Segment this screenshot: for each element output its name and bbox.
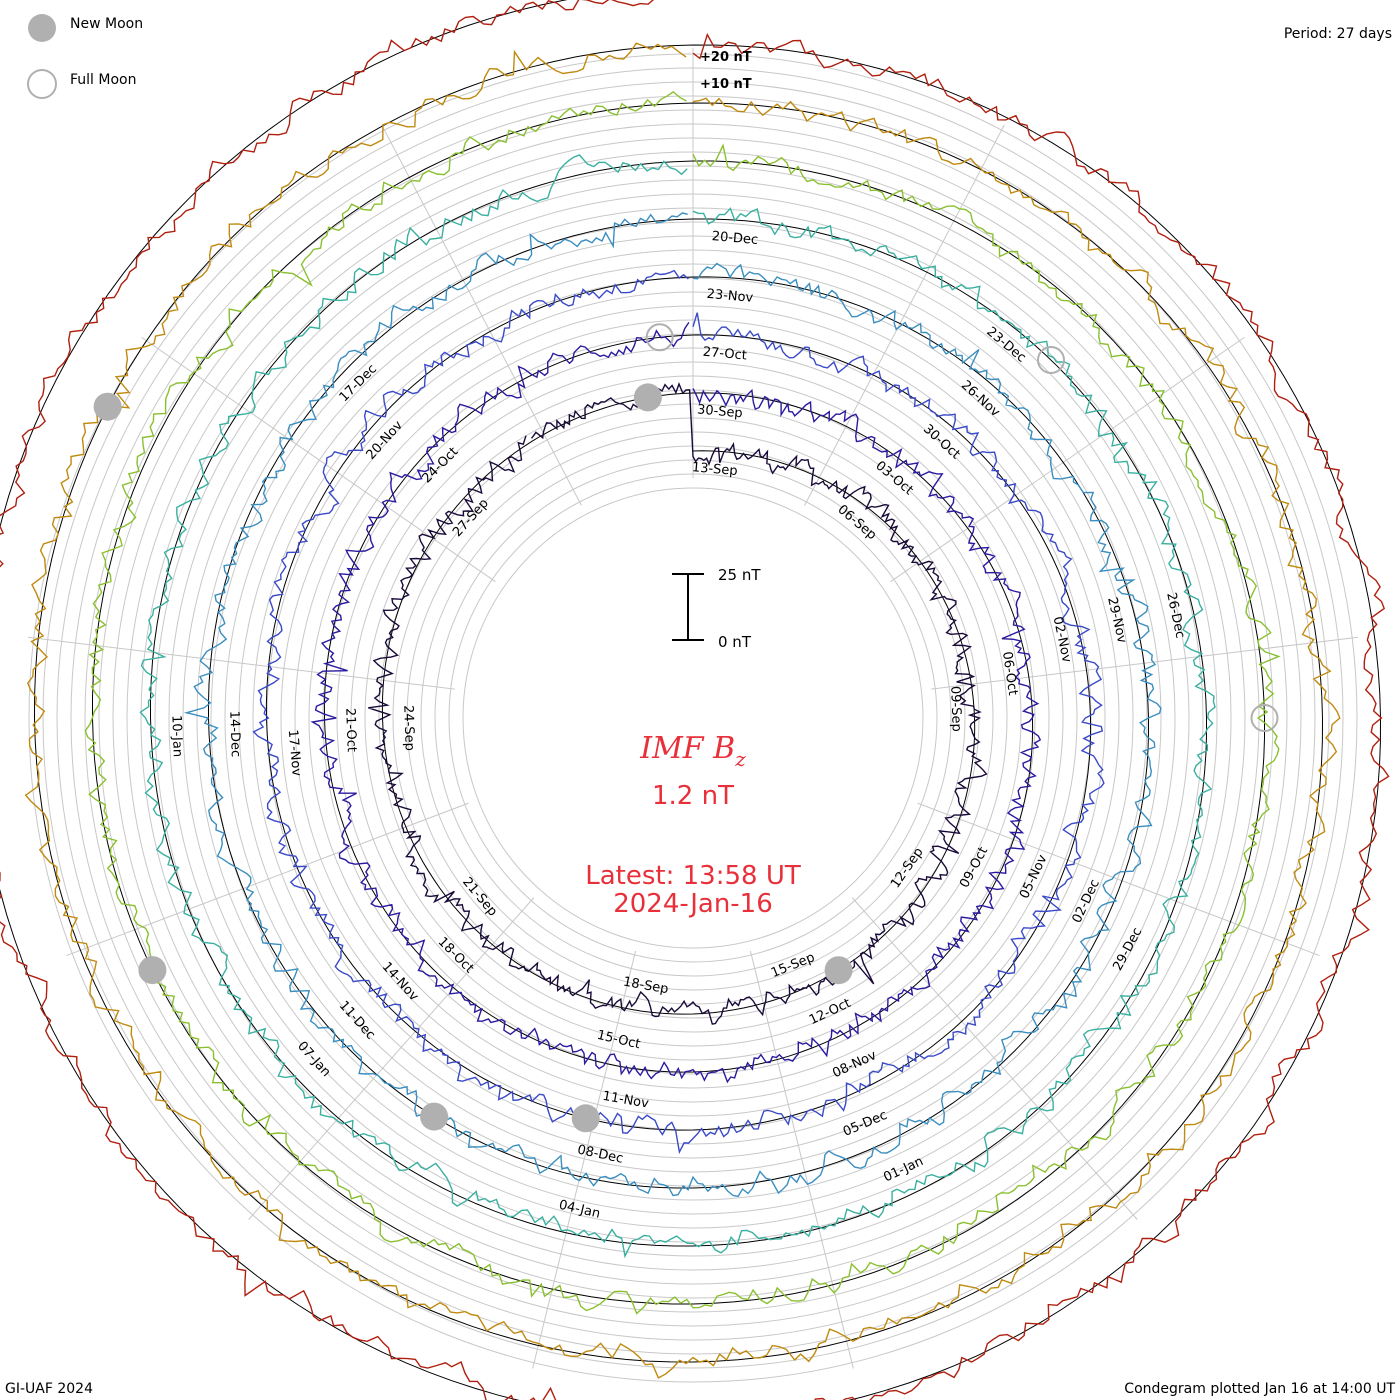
date-label: 30-Sep <box>696 402 743 421</box>
center-title: IMF Bz <box>639 731 746 771</box>
period-label: Period: 27 days <box>1284 26 1392 42</box>
radial-spoke <box>532 950 637 1369</box>
radial-spoke <box>917 802 1320 957</box>
scale-top-label: 25 nT <box>718 566 761 584</box>
date-label: 06-Oct <box>999 651 1020 697</box>
series-line-3 <box>183 212 1162 1198</box>
radial-spoke <box>141 336 496 583</box>
footer-left: GI-UAF 2024 <box>5 1381 93 1397</box>
date-label: 12-Sep <box>888 845 927 891</box>
radial-spoke <box>804 124 1005 506</box>
date-label: 26-Dec <box>1163 591 1187 639</box>
radial-spoke <box>931 636 1359 690</box>
radial-spoke <box>248 897 535 1220</box>
full-moon-marker <box>645 323 674 352</box>
center-date: 2024-Jan-16 <box>613 889 773 919</box>
date-label: 15-Sep <box>769 950 817 981</box>
date-label: 13-Sep <box>691 460 738 479</box>
center-latest: Latest: 13:58 UT <box>585 861 801 891</box>
new-moon-marker <box>571 1104 600 1133</box>
date-label: 11-Nov <box>601 1089 650 1112</box>
radial-spoke <box>749 950 854 1369</box>
date-label: 02-Dec <box>1070 877 1103 925</box>
date-label: 24-Sep <box>400 705 417 751</box>
date-label: 17-Nov <box>285 729 304 777</box>
new-moon-marker <box>138 956 167 985</box>
series-line-1 <box>310 322 1042 1084</box>
date-label: 09-Oct <box>957 845 991 891</box>
date-label: 21-Oct <box>342 708 359 753</box>
new-moon-icon <box>28 14 56 42</box>
date-label: 04-Jan <box>557 1198 601 1222</box>
date-label: 18-Sep <box>622 975 670 998</box>
date-label: 17-Dec <box>337 362 380 405</box>
date-label: 23-Dec <box>983 324 1028 365</box>
full-moon-marker <box>1037 346 1065 374</box>
radial-spoke <box>381 124 582 506</box>
full-moon-marker <box>1250 704 1279 732</box>
legend: New Moon Full Moon <box>27 14 143 99</box>
date-label: 27-Oct <box>702 345 747 364</box>
date-label: 07-Jan <box>294 1039 333 1080</box>
new-moon-marker <box>824 956 853 985</box>
outer-scale-plus10: +10 nT <box>700 77 752 92</box>
series-line-6 <box>24 42 1341 1379</box>
date-label: 10-Jan <box>168 715 184 757</box>
full-moon-icon <box>27 69 57 99</box>
new-moon-label: New Moon <box>70 16 143 32</box>
radial-spoke <box>851 897 1138 1220</box>
date-label: 27-Sep <box>450 496 492 540</box>
new-moon-marker <box>633 383 662 412</box>
series-line-2 <box>252 269 1105 1155</box>
outer-scale-plus20: +20 nT <box>700 50 752 65</box>
date-label: 24-Oct <box>420 445 462 487</box>
new-moon-marker <box>420 1102 449 1131</box>
scale-bottom-label: 0 nT <box>718 633 752 651</box>
radial-spokes <box>27 48 1359 1369</box>
moon-markers <box>93 323 1279 1133</box>
series-line-5 <box>84 91 1281 1315</box>
radial-spoke <box>890 336 1245 583</box>
date-label: 05-Dec <box>841 1108 890 1140</box>
grid-ring <box>378 403 1008 1033</box>
grid-ring <box>462 487 924 949</box>
date-label: 11-Dec <box>336 998 378 1043</box>
new-moon-marker <box>93 392 122 421</box>
date-label: 14-Dec <box>226 711 243 758</box>
radial-spoke <box>66 802 469 957</box>
scale-bar: 25 nT 0 nT <box>672 566 761 651</box>
full-moon-label: Full Moon <box>70 72 136 88</box>
date-label: 08-Nov <box>830 1048 879 1081</box>
radial-spoke <box>27 636 455 690</box>
date-label: 20-Dec <box>711 229 759 248</box>
footer-right: Condegram plotted Jan 16 at 14:00 UT <box>1124 1381 1395 1397</box>
date-label: 05-Nov <box>1017 852 1050 901</box>
date-label: 15-Oct <box>595 1028 641 1053</box>
date-label: 09-Sep <box>947 686 964 732</box>
date-label: 02-Nov <box>1050 615 1074 664</box>
date-label: 23-Nov <box>706 287 754 306</box>
date-label: 30-Oct <box>920 422 963 463</box>
series-line-4 <box>139 154 1216 1259</box>
center-value: 1.2 nT <box>652 781 734 811</box>
